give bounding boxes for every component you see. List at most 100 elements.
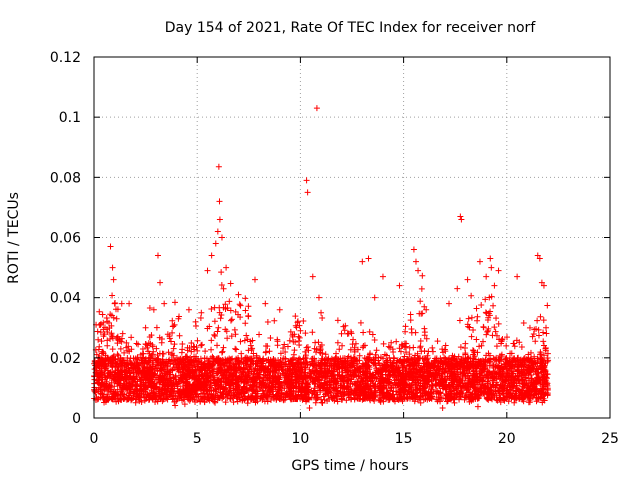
data-point [492, 328, 499, 335]
data-point [372, 385, 379, 392]
data-point [485, 350, 492, 357]
data-point [530, 331, 537, 338]
data-point [434, 338, 441, 345]
data-point [218, 312, 225, 319]
data-point [407, 317, 414, 324]
data-point [218, 281, 225, 288]
data-point [197, 314, 204, 321]
data-point [306, 394, 313, 401]
data-point [354, 346, 361, 353]
data-point [244, 336, 251, 343]
data-point [503, 355, 510, 362]
data-point [348, 395, 355, 402]
data-point [513, 337, 520, 344]
data-point [179, 340, 186, 347]
data-point [211, 318, 218, 325]
data-point [211, 332, 218, 339]
data-point [538, 355, 545, 362]
data-point [386, 378, 393, 385]
data-point [119, 330, 126, 337]
data-point [542, 347, 549, 354]
data-point [290, 351, 297, 358]
data-point [539, 389, 546, 396]
data-point [245, 303, 252, 310]
data-point [99, 311, 106, 318]
data-point [138, 387, 145, 394]
data-point [436, 383, 443, 390]
data-point [478, 301, 485, 308]
data-point [421, 348, 428, 355]
data-point [473, 336, 480, 343]
data-point [473, 305, 480, 312]
data-point [109, 364, 116, 371]
data-point [165, 349, 172, 356]
data-point [484, 328, 491, 335]
data-point [491, 324, 498, 331]
data-point [233, 346, 240, 353]
data-point [493, 315, 500, 322]
data-point [418, 285, 425, 292]
data-point [490, 302, 497, 309]
data-point [194, 337, 201, 344]
data-point [285, 376, 292, 383]
data-point [527, 349, 534, 356]
data-point [226, 364, 233, 371]
data-point [198, 341, 205, 348]
data-point [96, 308, 103, 315]
data-point [234, 398, 241, 405]
data-point [230, 399, 237, 406]
data-point [470, 326, 477, 333]
data-point [322, 351, 329, 358]
data-point [542, 360, 549, 367]
data-point [520, 320, 527, 327]
data-point [296, 341, 303, 348]
data-point [237, 338, 244, 345]
data-point [407, 311, 414, 318]
data-point [503, 334, 510, 341]
data-point [498, 351, 505, 358]
data-point [283, 390, 290, 397]
data-point [287, 328, 294, 335]
data-point [96, 343, 103, 350]
data-point [466, 324, 473, 331]
data-point [485, 375, 492, 382]
data-point [412, 352, 419, 359]
data-point [105, 384, 112, 391]
data-point [208, 305, 215, 312]
data-point [238, 350, 245, 357]
data-point [535, 326, 542, 333]
data-point [243, 332, 250, 339]
data-point [171, 341, 178, 348]
data-point [417, 344, 424, 351]
data-point [153, 345, 160, 352]
data-point [339, 342, 346, 349]
data-point [457, 344, 464, 351]
data-point [447, 389, 454, 396]
data-point [336, 346, 343, 353]
data-point [480, 324, 487, 331]
data-point [135, 356, 142, 363]
data-point [172, 402, 179, 409]
data-point [105, 319, 112, 326]
data-point [219, 348, 226, 355]
data-point [535, 332, 542, 339]
data-point [498, 340, 505, 347]
data-point [523, 370, 530, 377]
data-point [304, 343, 311, 350]
data-point [222, 379, 229, 386]
data-point [423, 335, 430, 342]
data-point [212, 399, 219, 406]
data-point [341, 327, 348, 334]
data-point [215, 324, 222, 331]
data-point [179, 346, 186, 353]
data-point [395, 396, 402, 403]
data-point [246, 363, 253, 370]
data-point [104, 337, 111, 344]
data-point [482, 309, 489, 316]
data-point [261, 398, 268, 405]
data-point [242, 295, 249, 302]
data-point [302, 348, 309, 355]
data-point [474, 403, 481, 410]
data-point [253, 360, 260, 367]
data-point [474, 317, 481, 324]
